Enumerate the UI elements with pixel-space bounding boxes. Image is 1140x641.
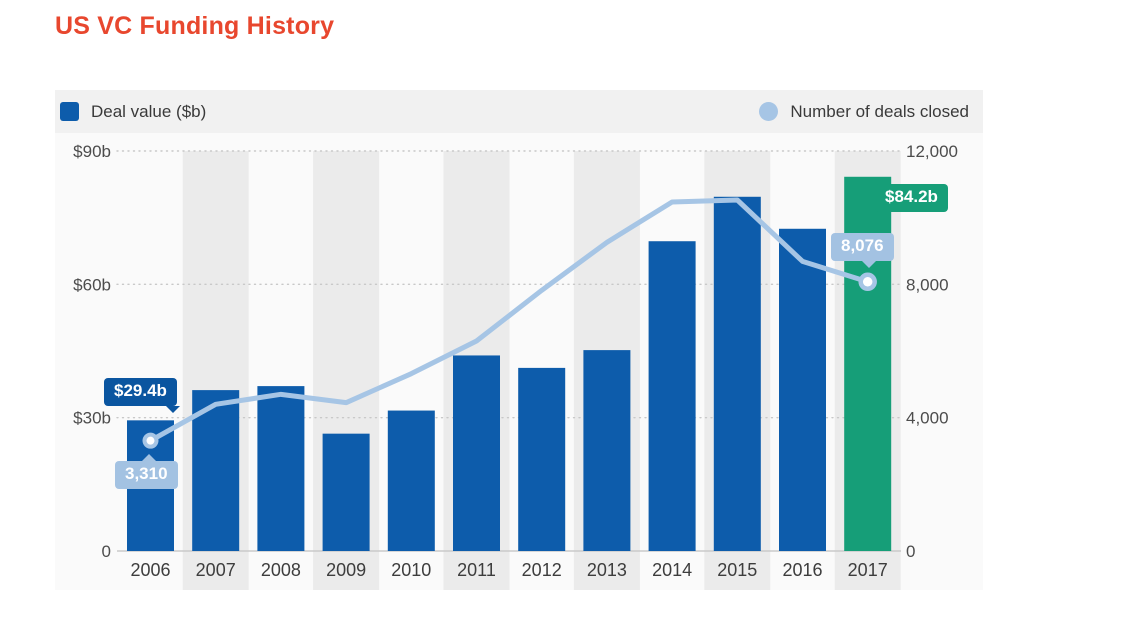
- bar-2009[interactable]: [322, 433, 370, 551]
- legend-item-deals-closed[interactable]: Number of deals closed: [759, 102, 969, 122]
- bar-2008[interactable]: [257, 386, 305, 551]
- bar-2016[interactable]: [779, 228, 826, 551]
- left-axis-label-$90b: $90b: [73, 142, 111, 161]
- x-axis-label-2012: 2012: [522, 560, 562, 580]
- x-axis-label-2016: 2016: [782, 560, 822, 580]
- line-point-2017[interactable]: [858, 272, 877, 292]
- bar-2015[interactable]: [713, 196, 761, 551]
- bar-2011[interactable]: [453, 355, 500, 551]
- deal-value-swatch-icon: [60, 102, 79, 121]
- bar-2010[interactable]: [387, 410, 435, 551]
- x-axis-label-2008: 2008: [261, 560, 301, 580]
- left-axis-label-$60b: $60b: [73, 275, 111, 294]
- x-axis-label-2013: 2013: [587, 560, 627, 580]
- right-axis-label-4,000: 4,000: [906, 409, 949, 428]
- tooltip-deals-2017: 8,076: [831, 233, 894, 268]
- line-point-2006[interactable]: [142, 432, 159, 449]
- right-axis-label-0: 0: [906, 542, 915, 561]
- legend-item-deal-value[interactable]: Deal value ($b): [60, 102, 206, 122]
- right-axis-label-8,000: 8,000: [906, 275, 949, 294]
- x-axis-label-2011: 2011: [457, 560, 496, 580]
- x-axis-label-2009: 2009: [326, 560, 366, 580]
- deals-closed-swatch-icon: [759, 102, 779, 121]
- right-axis-label-12,000: 12,000: [906, 142, 958, 161]
- x-axis-label-2014: 2014: [652, 560, 692, 580]
- deals-closed-line: [148, 197, 871, 444]
- legend-label-deals-closed: Number of deals closed: [790, 101, 969, 121]
- bar-2007[interactable]: [192, 390, 240, 551]
- x-axis-label-2017: 2017: [848, 560, 888, 580]
- chart-legend: Deal value ($b) Number of deals closed: [55, 90, 983, 133]
- bar-2012[interactable]: [518, 367, 566, 551]
- left-axis-label-0: 0: [102, 542, 111, 561]
- x-axis-label-2007: 2007: [196, 560, 236, 580]
- chart-svg: $90b $60b $30b 0 12,000 8,000 4,000 0 2006 2007 20…: [73, 142, 958, 590]
- page-title: US VC Funding History: [55, 12, 335, 40]
- left-axis-label-$30b: $30b: [73, 409, 111, 428]
- bar-2013[interactable]: [583, 350, 631, 551]
- legend-label-deal-value: Deal value ($b): [91, 101, 207, 121]
- tooltip-deal-value-2017: $84.2b: [868, 184, 948, 212]
- x-axis-label-2006: 2006: [130, 560, 170, 580]
- x-axis-label-2015: 2015: [717, 560, 757, 580]
- x-axis-label-2010: 2010: [391, 560, 431, 580]
- bar-2014[interactable]: [648, 241, 696, 551]
- tooltip-deal-value-2006: $29.4b: [104, 378, 180, 413]
- vc-funding-chart: Deal value ($b) Number of deals closed $…: [55, 90, 983, 590]
- tooltip-deals-2006: 3,310: [115, 454, 178, 489]
